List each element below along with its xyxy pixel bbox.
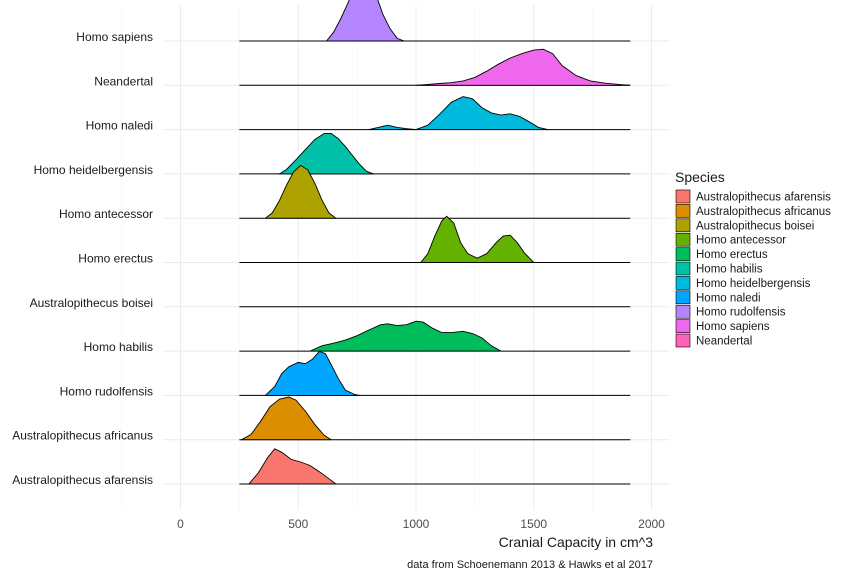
legend-swatch xyxy=(675,319,691,333)
legend-label: Australopithecus africanus xyxy=(696,206,831,218)
y-tick-label: Neandertal xyxy=(94,74,153,88)
x-tick-label: 2000 xyxy=(638,517,665,531)
ridge-homo-habilis xyxy=(277,132,374,175)
ridge-homo-naledi xyxy=(264,350,360,396)
legend-swatch xyxy=(675,204,691,218)
y-tick-label: Homo erectus xyxy=(78,252,153,266)
caption: data from Schoenemann 2013 & Hawks et al… xyxy=(407,559,653,571)
legend-label: Homo heidelbergensis xyxy=(696,278,811,290)
x-tick-label: 1500 xyxy=(520,517,547,531)
y-tick-label: Homo antecessor xyxy=(59,207,153,221)
legend-swatch xyxy=(675,276,691,290)
legend-label: Australopithecus boisei xyxy=(696,220,814,232)
legend-label: Homo rudolfensis xyxy=(696,307,786,319)
legend-label: Homo naledi xyxy=(696,292,761,304)
legend-swatch xyxy=(675,189,691,204)
legend-swatch xyxy=(675,247,691,261)
legend-swatch xyxy=(675,232,691,247)
y-tick-label: Homo sapiens xyxy=(76,30,153,44)
legend-label: Homo erectus xyxy=(696,249,768,261)
ridge-homo-sapiens xyxy=(415,48,631,86)
y-tick-label: Homo rudolfensis xyxy=(60,384,153,398)
x-tick-label: 1000 xyxy=(403,517,430,531)
y-tick-label: Australopithecus boisei xyxy=(30,296,153,310)
legend-label: Homo habilis xyxy=(696,264,763,276)
legend-label: Australopithecus afarensis xyxy=(696,192,831,204)
legend-title: Species xyxy=(675,169,725,185)
legend-swatch xyxy=(675,218,691,233)
ridge-homo-heidelbergensis xyxy=(368,96,549,131)
ridge-homo-rudolfensis xyxy=(325,0,405,42)
y-tick-label: Homo naledi xyxy=(86,119,153,133)
legend: Species Australopithecus afarensis Austra… xyxy=(675,169,831,348)
ridge-australopithecus-afarensis xyxy=(248,448,337,485)
legend-label: Homo sapiens xyxy=(696,321,770,333)
x-tick-label: 0 xyxy=(177,517,184,531)
y-tick-label: Australopithecus afarensis xyxy=(12,473,153,487)
x-axis-labels: 0 500 1000 1500 2000 xyxy=(177,517,665,531)
y-axis-labels: Homo sapiens Neandertal Homo naledi Homo he… xyxy=(12,30,153,487)
y-tick-label: Homo habilis xyxy=(84,340,153,354)
ridge-homo-erectus xyxy=(309,320,503,352)
ridges xyxy=(239,0,631,485)
y-tick-label: Australopithecus africanus xyxy=(12,429,153,443)
legend-swatch xyxy=(675,304,691,319)
ridge-australopithecus-boisei xyxy=(265,164,337,219)
legend-label: Homo antecessor xyxy=(696,235,786,247)
ridge-australopithecus-africanus xyxy=(239,396,332,441)
legend-label: Neandertal xyxy=(696,336,752,348)
legend-swatch xyxy=(675,333,691,348)
y-tick-label: Homo heidelbergensis xyxy=(34,163,153,177)
legend-swatch xyxy=(675,290,691,305)
ridge-homo-antecessor xyxy=(419,215,535,263)
x-tick-label: 500 xyxy=(288,517,308,531)
legend-swatch xyxy=(675,261,691,276)
x-axis-title: Cranial Capacity in cm^3 xyxy=(499,534,654,550)
